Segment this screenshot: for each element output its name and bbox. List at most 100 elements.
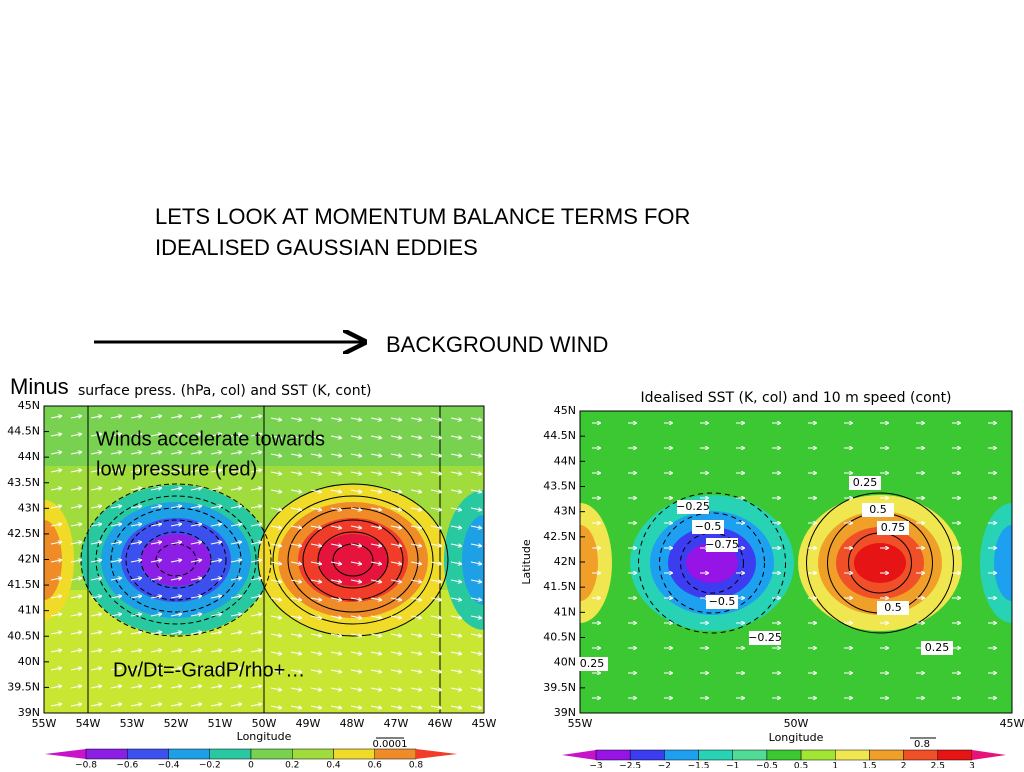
wind-vector — [230, 686, 241, 688]
colorbar-label: 0.6 — [368, 761, 383, 769]
wind-vector — [370, 526, 381, 528]
wind-vector — [290, 580, 301, 582]
wind-vector — [350, 490, 361, 492]
wind-vector — [310, 562, 321, 564]
y-tick-label: 39N — [554, 706, 576, 719]
wind-vector — [290, 670, 301, 672]
wind-vector — [150, 416, 161, 418]
wind-vector — [370, 598, 381, 600]
wind-vector — [370, 436, 381, 438]
colorbar-box — [333, 748, 375, 760]
wind-vector — [470, 490, 481, 492]
wind-vector — [430, 616, 441, 618]
wind-vector — [110, 596, 121, 598]
wind-vector — [230, 650, 241, 652]
wind-vector — [210, 524, 221, 526]
colorbar-label: 0.2 — [285, 761, 299, 769]
wind-vector — [390, 616, 401, 618]
arrow-label: BACKGROUND WIND — [386, 332, 608, 357]
contour-label: −0.5 — [695, 520, 722, 533]
wind-vector — [230, 488, 241, 490]
wind-vector — [210, 650, 221, 652]
wind-vector — [230, 596, 241, 598]
y-tick-label: 41.5N — [7, 578, 40, 591]
wind-vector — [290, 472, 301, 474]
wind-vector — [350, 634, 361, 636]
wind-vector — [190, 596, 201, 598]
wind-vector — [470, 418, 481, 420]
wind-vector — [390, 562, 401, 564]
wind-vector — [170, 614, 181, 616]
wind-vector — [230, 524, 241, 526]
wind-vector — [70, 650, 81, 652]
y-tick-label: 40N — [554, 656, 576, 669]
wind-vector — [330, 436, 341, 438]
wind-vector — [50, 614, 61, 616]
wind-vector — [470, 508, 481, 510]
label-box — [706, 538, 738, 552]
wind-vector — [110, 704, 121, 706]
wind-vector — [310, 544, 321, 546]
wind-vector — [290, 688, 301, 690]
colorbar-label: 0 — [248, 761, 254, 769]
wind-vector — [150, 686, 161, 688]
wind-vector — [310, 526, 321, 528]
wind-vector — [130, 560, 141, 562]
wind-vector — [250, 596, 261, 598]
wind-vector — [250, 560, 261, 562]
x-tick-label: 53W — [120, 717, 145, 730]
wind-vector — [270, 490, 281, 492]
wind-vector — [50, 470, 61, 472]
wind-vector — [370, 544, 381, 546]
wind-vector — [50, 416, 61, 418]
wind-vector — [90, 614, 101, 616]
wind-vector — [430, 580, 441, 582]
wind-vector — [470, 706, 481, 708]
wind-vector — [350, 436, 361, 438]
wind-vector — [130, 704, 141, 706]
wind-vector — [130, 542, 141, 544]
wind-vector — [250, 704, 261, 706]
y-tick-label: 45N — [18, 399, 40, 412]
wind-vector — [330, 652, 341, 654]
wind-vector — [130, 632, 141, 634]
slide-title: IDEALISED GAUSSIAN EDDIES — [155, 235, 478, 260]
wind-vector — [450, 418, 461, 420]
y-tick-label: 43N — [554, 505, 576, 518]
wind-vector — [350, 598, 361, 600]
wind-vector — [410, 544, 421, 546]
wind-vector — [270, 436, 281, 438]
wind-vector — [310, 706, 321, 708]
colorbar-end — [561, 750, 596, 760]
wind-vector — [370, 688, 381, 690]
wind-vector — [130, 614, 141, 616]
wind-vector — [150, 650, 161, 652]
contour-line — [806, 492, 954, 634]
wind-vector — [330, 706, 341, 708]
wind-vector — [370, 562, 381, 564]
wind-vector — [170, 578, 181, 580]
label-box — [877, 601, 909, 615]
wind-vector — [210, 704, 221, 706]
contour-fill — [580, 525, 598, 601]
contour-label: 0.5 — [884, 601, 902, 614]
wind-vector — [350, 670, 361, 672]
wind-vector — [350, 472, 361, 474]
wind-vector — [150, 614, 161, 616]
x-tick-label: 54W — [76, 717, 101, 730]
wind-vector — [370, 706, 381, 708]
wind-vector — [430, 472, 441, 474]
wind-vector — [230, 560, 241, 562]
y-tick-label: 42.5N — [543, 530, 576, 543]
wind-vector — [250, 686, 261, 688]
wind-vector — [330, 490, 341, 492]
wind-vector — [190, 542, 201, 544]
wind-vector — [150, 524, 161, 526]
wind-vector — [430, 544, 441, 546]
colorbar-label: −1 — [726, 762, 739, 769]
wind-vector — [350, 526, 361, 528]
wind-vector — [50, 434, 61, 436]
wind-vector — [470, 472, 481, 474]
left-field — [44, 406, 484, 713]
